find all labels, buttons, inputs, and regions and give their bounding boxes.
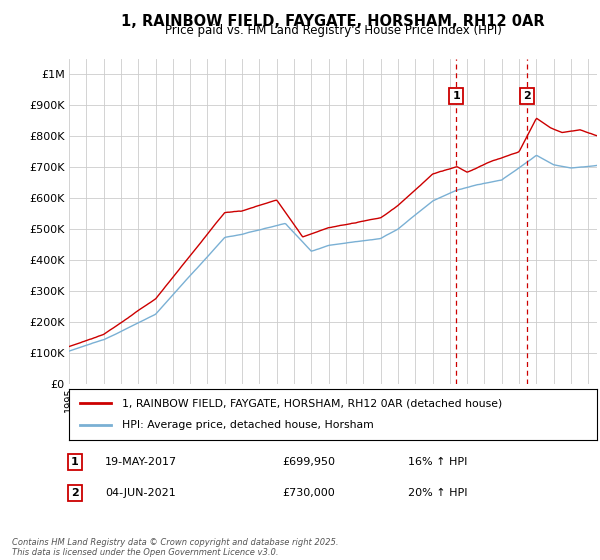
Text: HPI: Average price, detached house, Horsham: HPI: Average price, detached house, Hors… (122, 421, 374, 431)
Text: 1: 1 (71, 457, 79, 467)
Text: 19-MAY-2017: 19-MAY-2017 (105, 457, 177, 467)
Text: 20% ↑ HPI: 20% ↑ HPI (408, 488, 467, 498)
Text: 16% ↑ HPI: 16% ↑ HPI (408, 457, 467, 467)
Text: 04-JUN-2021: 04-JUN-2021 (105, 488, 176, 498)
Text: £730,000: £730,000 (282, 488, 335, 498)
Text: 1, RAINBOW FIELD, FAYGATE, HORSHAM, RH12 0AR (detached house): 1, RAINBOW FIELD, FAYGATE, HORSHAM, RH12… (122, 398, 502, 408)
Text: 1: 1 (452, 91, 460, 101)
Text: 2: 2 (71, 488, 79, 498)
Text: 2: 2 (523, 91, 531, 101)
Text: Contains HM Land Registry data © Crown copyright and database right 2025.
This d: Contains HM Land Registry data © Crown c… (12, 538, 338, 557)
Text: Price paid vs. HM Land Registry's House Price Index (HPI): Price paid vs. HM Land Registry's House … (164, 24, 502, 37)
Text: 1, RAINBOW FIELD, FAYGATE, HORSHAM, RH12 0AR: 1, RAINBOW FIELD, FAYGATE, HORSHAM, RH12… (121, 14, 545, 29)
Text: £699,950: £699,950 (282, 457, 335, 467)
